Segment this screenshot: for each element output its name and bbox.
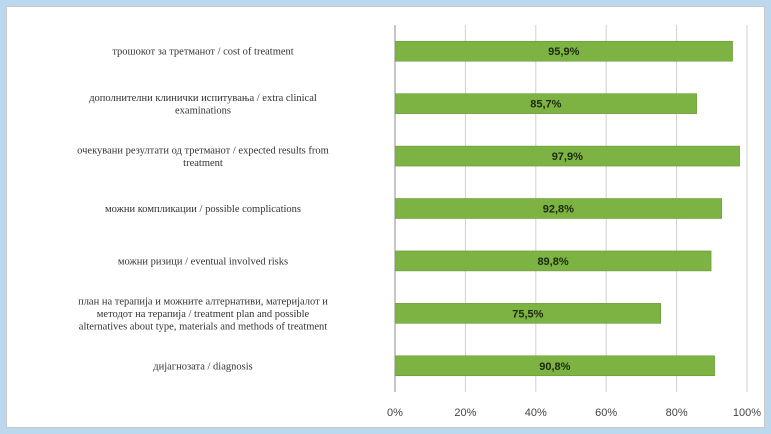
data-label: 97,9%	[552, 151, 583, 163]
x-tick-label: 60%	[595, 407, 617, 419]
chart-frame: трошокот за третманот / cost of treatmen…	[6, 6, 765, 428]
x-axis-ticks: 0% 20% 40% 60% 80% 100%	[387, 407, 761, 419]
category-label: план на терапија и можните алтернативи, …	[78, 296, 328, 332]
category-label: дополнителни клинички испитувања / extra…	[89, 93, 317, 117]
x-tick-label: 80%	[666, 407, 688, 419]
data-label: 75,5%	[512, 308, 543, 320]
data-labels: 95,9% 85,7% 97,9% 92,8% 89,8% 75,5% 90,8%	[512, 46, 583, 373]
category-label: дијагнозата / diagnosis	[153, 361, 252, 372]
category-label: можни ризици / eventual involved risks	[118, 256, 288, 267]
x-tick-label: 40%	[525, 407, 547, 419]
x-tick-label: 0%	[387, 407, 403, 419]
category-labels: трошокот за третманот / cost of treatmen…	[77, 47, 329, 373]
data-label: 95,9%	[548, 46, 579, 58]
category-label: трошокот за третманот / cost of treatmen…	[112, 47, 293, 58]
data-label: 90,8%	[539, 361, 570, 373]
data-label: 85,7%	[530, 99, 561, 111]
data-label: 92,8%	[543, 204, 574, 216]
data-label: 89,8%	[537, 256, 568, 268]
category-label: можни компликации / possible complicatio…	[105, 204, 301, 215]
bar-chart: трошокот за третманот / cost of treatmen…	[77, 25, 761, 419]
x-tick-label: 100%	[733, 407, 761, 419]
category-label: очекувани резултати од третманот / expec…	[77, 145, 329, 169]
x-tick-label: 20%	[454, 407, 476, 419]
bars	[394, 40, 740, 377]
